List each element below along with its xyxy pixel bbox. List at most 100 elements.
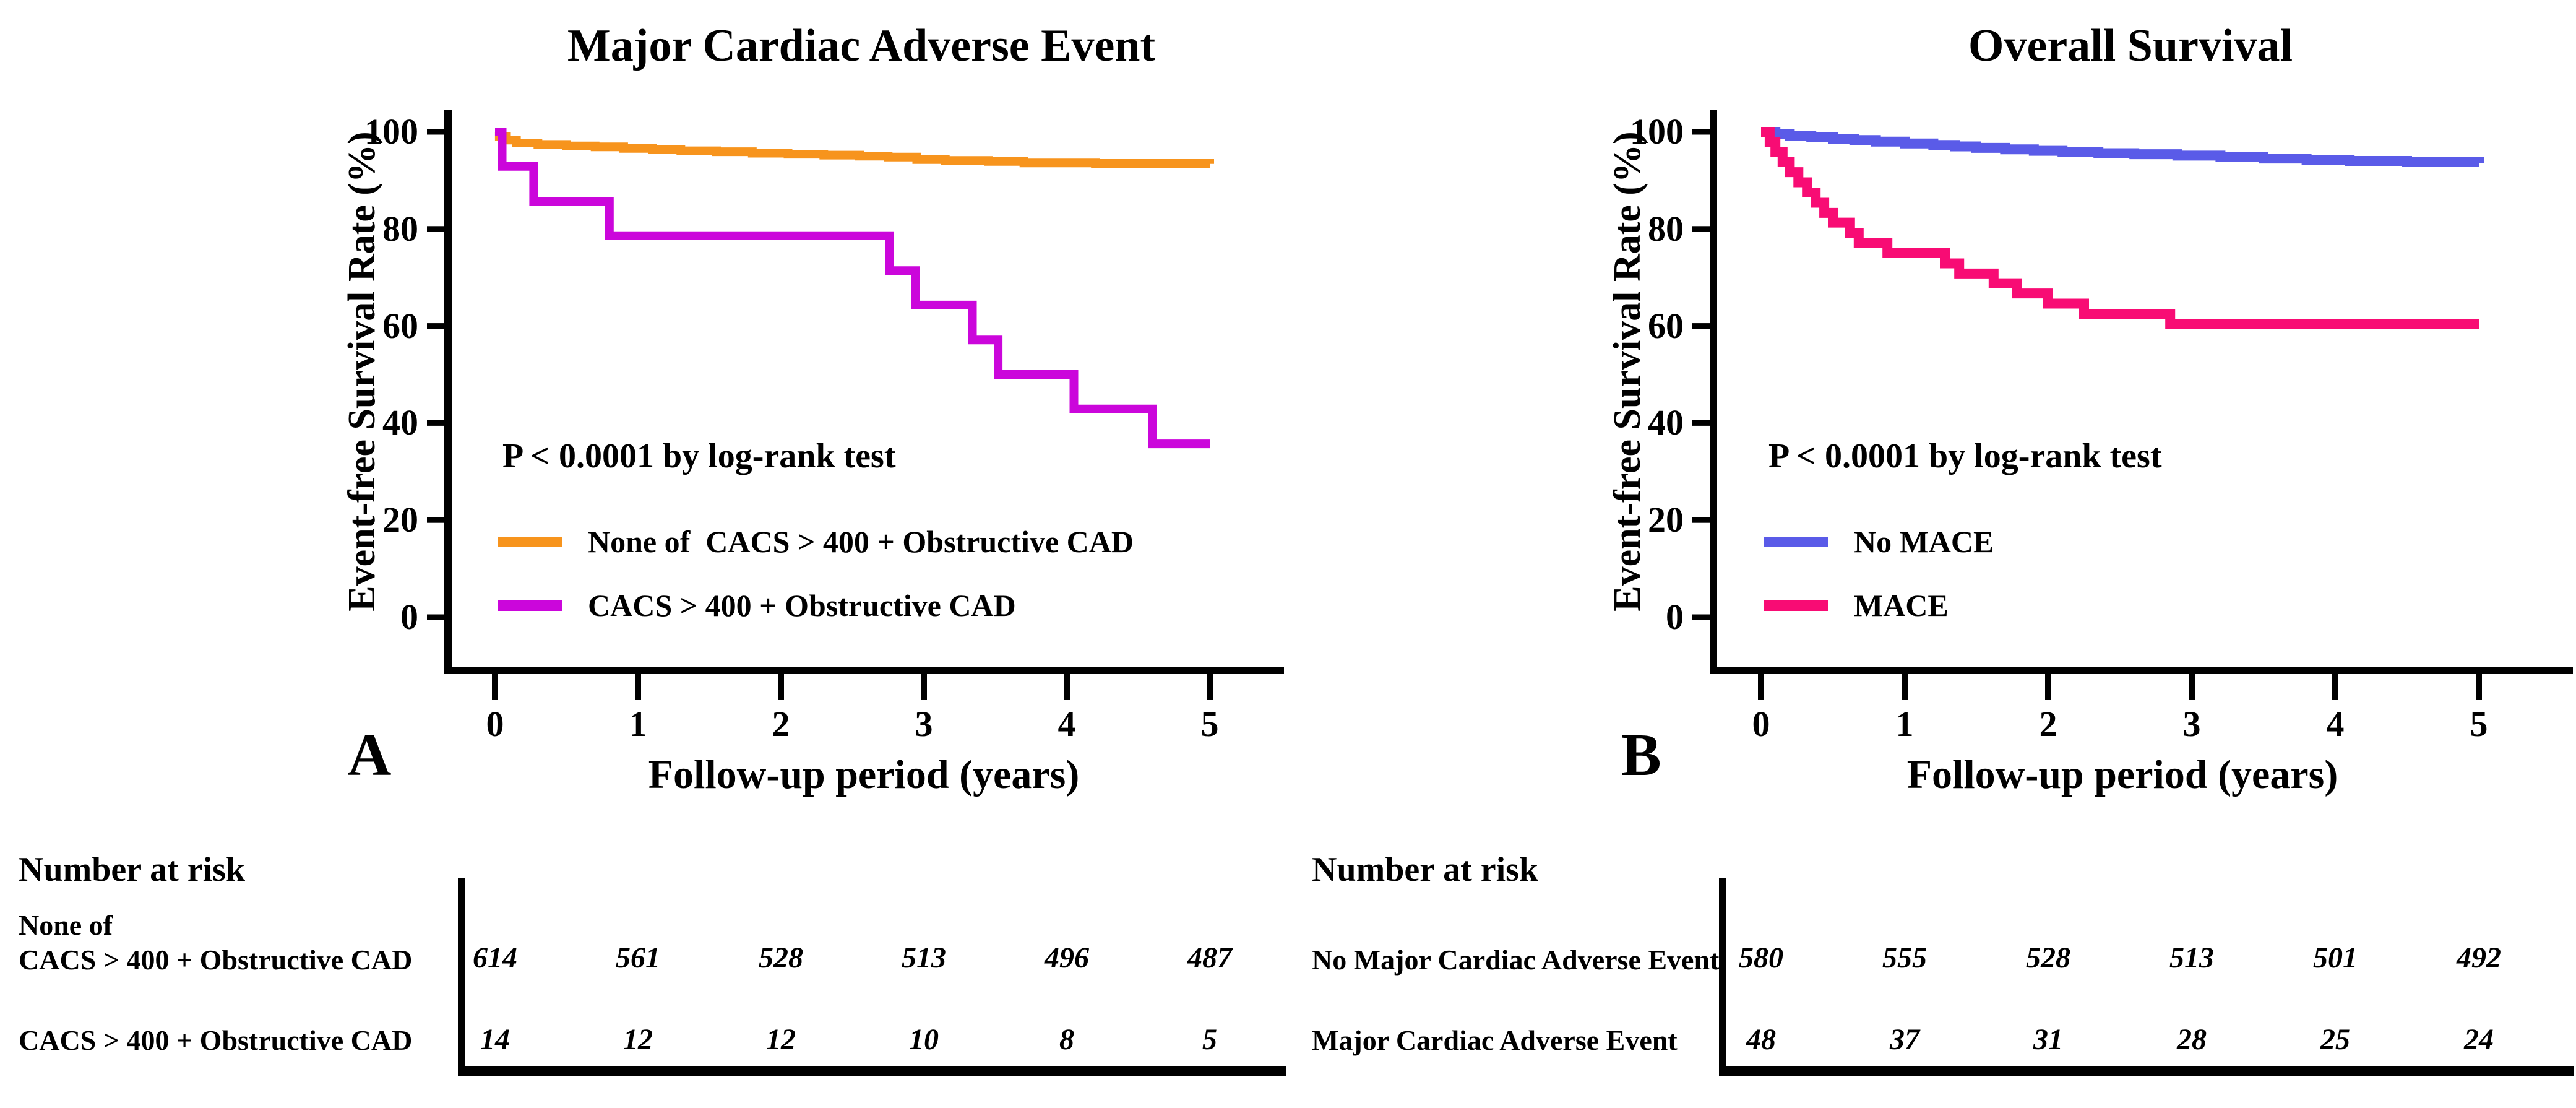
risk-count: 561 bbox=[616, 941, 660, 974]
km-curve bbox=[495, 128, 1210, 449]
risk-count: 614 bbox=[473, 941, 517, 974]
y-tick-label: 60 bbox=[382, 305, 418, 346]
risk-count: 12 bbox=[766, 1023, 796, 1056]
risk-count: 496 bbox=[1045, 941, 1089, 974]
risk-count: 10 bbox=[909, 1023, 939, 1056]
y-tick-label: 40 bbox=[382, 402, 418, 443]
risk-table-baseline bbox=[458, 1066, 1286, 1076]
panel-a-risk-row2-label: CACS > 400 + Obstructive CAD bbox=[19, 1024, 413, 1056]
x-tick-mark bbox=[2189, 674, 2195, 700]
legend-swatch-none-of-cacs bbox=[498, 537, 562, 547]
panel-b-letter: B bbox=[1621, 722, 1661, 789]
risk-count: 487 bbox=[1187, 941, 1232, 974]
risk-count: 513 bbox=[2169, 941, 2214, 974]
risk-count: 12 bbox=[623, 1023, 653, 1056]
panel-a-risk-table-header: Number at risk bbox=[19, 850, 246, 889]
x-tick-label: 4 bbox=[1058, 704, 1076, 744]
panel-a-letter: A bbox=[347, 722, 392, 789]
x-tick-mark bbox=[1902, 674, 1908, 700]
risk-count: 8 bbox=[1059, 1023, 1074, 1056]
risk-count: 28 bbox=[2177, 1023, 2207, 1056]
x-tick-mark bbox=[2332, 674, 2338, 700]
x-tick-mark bbox=[778, 674, 784, 700]
x-tick-label: 5 bbox=[2470, 704, 2488, 744]
risk-count: 501 bbox=[2313, 941, 2358, 974]
x-tick-mark bbox=[1064, 674, 1070, 700]
x-axis-line bbox=[444, 667, 1284, 674]
y-tick-mark bbox=[427, 129, 444, 135]
risk-count: 5 bbox=[1202, 1023, 1217, 1056]
legend-label-cacs-obstructive: CACS > 400 + Obstructive CAD bbox=[588, 588, 1016, 623]
panel-a-risk-row1-label-line2: CACS > 400 + Obstructive CAD bbox=[19, 944, 413, 976]
x-tick-label: 2 bbox=[772, 704, 790, 744]
risk-count: 25 bbox=[2320, 1023, 2350, 1056]
legend-swatch-mace bbox=[1764, 600, 1828, 611]
risk-count: 555 bbox=[1882, 941, 1927, 974]
x-tick-label: 4 bbox=[2326, 704, 2345, 744]
legend-swatch-cacs-obstructive bbox=[498, 600, 562, 611]
y-tick-mark bbox=[427, 614, 444, 620]
panel-a-risk-row1-label-line1: None of bbox=[19, 909, 113, 941]
x-tick-label: 3 bbox=[2182, 704, 2201, 744]
legend-label-none-of-cacs: None of CACS > 400 + Obstructive CAD bbox=[588, 524, 1134, 559]
y-tick-label: 80 bbox=[1648, 208, 1684, 249]
x-tick-mark bbox=[635, 674, 641, 700]
panel-b-risk-row2-label: Major Cardiac Adverse Event bbox=[1312, 1024, 1678, 1056]
y-tick-mark bbox=[427, 323, 444, 329]
y-axis-line bbox=[1710, 110, 1717, 674]
x-tick-label: 5 bbox=[1200, 704, 1219, 744]
panel-b-y-axis-title: Event-free Survival Rate (%) bbox=[1606, 131, 1648, 612]
x-tick-mark bbox=[2045, 674, 2051, 700]
y-tick-label: 100 bbox=[364, 111, 418, 152]
y-tick-label: 0 bbox=[400, 597, 418, 637]
km-curve bbox=[1761, 127, 2484, 167]
x-tick-mark bbox=[1758, 674, 1764, 700]
x-tick-label: 0 bbox=[1752, 704, 1770, 744]
y-tick-mark bbox=[1692, 323, 1710, 329]
y-axis-line bbox=[444, 110, 452, 674]
y-tick-mark bbox=[1692, 129, 1710, 135]
risk-count: 492 bbox=[2457, 941, 2501, 974]
x-tick-label: 1 bbox=[629, 704, 647, 744]
y-tick-label: 80 bbox=[382, 208, 418, 249]
y-tick-label: 20 bbox=[382, 500, 418, 540]
panel-a-pvalue-text: P < 0.0001 by log-rank test bbox=[502, 437, 896, 475]
x-tick-label: 2 bbox=[2039, 704, 2057, 744]
y-tick-mark bbox=[427, 517, 444, 523]
x-tick-mark bbox=[921, 674, 927, 700]
y-tick-label: 20 bbox=[1648, 500, 1684, 540]
legend-label-no-mace: No MACE bbox=[1854, 524, 1994, 559]
y-tick-label: 0 bbox=[1666, 597, 1684, 637]
risk-table-vline bbox=[1719, 878, 1726, 1076]
y-tick-label: 60 bbox=[1648, 305, 1684, 346]
panel-b-risk-table-header: Number at risk bbox=[1312, 850, 1539, 889]
x-tick-label: 0 bbox=[486, 704, 504, 744]
risk-table-vline bbox=[458, 878, 465, 1076]
legend-label-mace: MACE bbox=[1854, 588, 1949, 623]
panel-b-risk-row1-label: No Major Cardiac Adverse Event bbox=[1312, 944, 1720, 976]
y-tick-mark bbox=[1692, 614, 1710, 620]
km-curve bbox=[1761, 127, 2479, 329]
y-tick-label: 40 bbox=[1648, 402, 1684, 443]
x-tick-mark bbox=[492, 674, 498, 700]
legend-swatch-no-mace bbox=[1764, 537, 1828, 547]
km-curve bbox=[494, 128, 1214, 168]
panel-b-pvalue-text: P < 0.0001 by log-rank test bbox=[1768, 437, 2162, 475]
panel-b-title: Overall Survival bbox=[1968, 20, 2293, 71]
x-tick-mark bbox=[2476, 674, 2482, 700]
risk-count: 37 bbox=[1890, 1023, 1919, 1056]
y-tick-mark bbox=[1692, 226, 1710, 232]
y-tick-mark bbox=[427, 420, 444, 426]
x-axis-line bbox=[1710, 667, 2573, 674]
y-tick-mark bbox=[1692, 517, 1710, 523]
panel-a-x-axis-title: Follow-up period (years) bbox=[648, 752, 1080, 797]
risk-count: 31 bbox=[2033, 1023, 2063, 1056]
panel-a-title: Major Cardiac Adverse Event bbox=[567, 20, 1156, 71]
risk-count: 513 bbox=[902, 941, 946, 974]
x-tick-label: 3 bbox=[915, 704, 933, 744]
risk-count: 528 bbox=[2026, 941, 2070, 974]
y-tick-mark bbox=[427, 226, 444, 232]
risk-count: 24 bbox=[2464, 1023, 2494, 1056]
panel-a-y-axis-title: Event-free Survival Rate (%) bbox=[341, 131, 383, 612]
